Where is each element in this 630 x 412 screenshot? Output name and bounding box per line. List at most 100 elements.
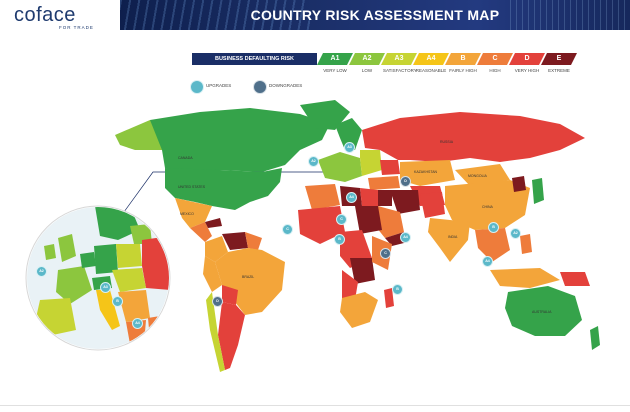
region-bolivia[interactable] [222, 285, 238, 305]
region-afghanistan-pakistan[interactable] [420, 192, 445, 218]
region-greenland[interactable] [300, 100, 350, 130]
upgrade-badge[interactable]: C [336, 214, 347, 225]
region-guianas[interactable] [245, 232, 262, 250]
region-kazakhstan[interactable] [400, 160, 455, 186]
region-canada[interactable] [150, 108, 330, 172]
legend-desc: LOW [361, 68, 373, 73]
badge-code: A4 [485, 259, 490, 263]
region-congo[interactable] [350, 258, 375, 284]
region-korea-north[interactable] [512, 176, 526, 192]
region-india[interactable] [428, 218, 470, 262]
upgrade-badge[interactable]: A2 [510, 228, 521, 239]
region-turkey[interactable] [368, 176, 400, 190]
region-venezuela[interactable] [222, 232, 248, 250]
downgrade-dot-icon [253, 80, 267, 94]
downgrades-label: DOWNGRADES [269, 83, 303, 88]
downgrade-badge[interactable]: D [400, 176, 411, 187]
region-china[interactable] [445, 180, 530, 230]
region-peru[interactable] [203, 256, 222, 292]
zoom-balkans[interactable] [118, 290, 150, 322]
zoom-scandinavia[interactable] [95, 206, 140, 240]
badge-code: B [338, 237, 341, 241]
zoom-italy[interactable] [96, 290, 120, 330]
legend-desc: FAIRLY HIGH [449, 68, 477, 73]
legend-code: A1 [330, 55, 340, 62]
region-sudan[interactable] [355, 206, 382, 234]
badge-code: C [286, 227, 289, 231]
downgrade-badge[interactable]: C [380, 248, 391, 259]
coface-logo[interactable]: coface FOR TRADE [14, 4, 114, 30]
region-southern-africa[interactable] [340, 292, 378, 328]
region-madagascar[interactable] [384, 288, 394, 308]
page-title: COUNTRY RISK ASSESSMENT MAP [250, 7, 500, 23]
zoom-poland[interactable] [116, 244, 142, 268]
region-new-zealand[interactable] [590, 326, 600, 350]
region-papua[interactable] [560, 272, 590, 286]
region-iran[interactable] [390, 190, 420, 214]
zoom-central-europe[interactable] [112, 268, 146, 292]
upgrade-badge[interactable]: B [392, 284, 403, 295]
region-russia[interactable] [362, 112, 585, 162]
upgrade-badge[interactable]: A4 [346, 192, 357, 203]
badge-code: A4 [135, 321, 140, 325]
legend-cat-e: E [541, 53, 577, 65]
logo-wordmark: coface [14, 4, 76, 26]
region-chile[interactable] [206, 292, 225, 372]
region-scandinavia[interactable] [335, 118, 362, 150]
badge-code: D [404, 179, 407, 183]
upgrade-badge[interactable]: B [334, 234, 345, 245]
region-western-europe[interactable] [318, 152, 362, 182]
zoom-ireland[interactable] [44, 244, 56, 260]
zoom-baltics[interactable] [130, 224, 152, 244]
badge-code: A3 [103, 285, 108, 289]
title-banner: COUNTRY RISK ASSESSMENT MAP [120, 0, 630, 30]
region-indonesia[interactable] [490, 268, 560, 288]
upgrade-badge[interactable]: B [112, 296, 123, 307]
region-eastern-europe[interactable] [360, 150, 382, 176]
region-philippines[interactable] [520, 234, 532, 254]
region-central-america[interactable] [190, 222, 212, 242]
country-label-india: INDIA [448, 235, 458, 239]
legend-desc: SATISFACTORY [383, 68, 417, 73]
country-label-mexico: MEXICO [180, 212, 194, 216]
zoom-france[interactable] [56, 266, 92, 304]
upgrade-badge[interactable]: A4 [132, 318, 143, 329]
country-label-mongolia: MONGOLIA [468, 174, 487, 178]
region-angola[interactable] [342, 270, 358, 300]
region-north-africa-west[interactable] [305, 184, 340, 210]
region-mongolia[interactable] [455, 164, 510, 186]
region-usa[interactable] [165, 168, 282, 210]
zoom-uk[interactable] [58, 234, 76, 262]
region-argentina[interactable] [218, 302, 245, 370]
zoom-germany[interactable] [94, 244, 118, 274]
upgrade-badge[interactable]: A2 [308, 156, 319, 167]
zoom-turkey[interactable] [148, 314, 172, 340]
region-egypt[interactable] [360, 188, 378, 206]
zoom-iberia[interactable] [36, 298, 76, 336]
upgrade-badge[interactable]: A2 [36, 266, 47, 277]
region-southeast-asia[interactable] [475, 228, 510, 262]
region-ukraine[interactable] [380, 160, 400, 175]
legend-desc: VERY LOW [323, 68, 347, 73]
upgrade-badge[interactable]: A3 [100, 282, 111, 293]
upgrade-badge[interactable]: A4 [400, 232, 411, 243]
badge-code: C [384, 251, 387, 255]
upgrade-badge[interactable]: A3 [344, 142, 355, 153]
region-mexico[interactable] [175, 198, 212, 228]
upgrade-badge[interactable]: B [488, 222, 499, 233]
zoom-belarus-ukraine[interactable] [142, 236, 170, 290]
region-west-africa[interactable] [298, 206, 345, 244]
upgrade-badge[interactable]: C [282, 224, 293, 235]
region-colombia[interactable] [205, 236, 228, 262]
legend-cat-a3: A3 [381, 53, 417, 65]
zoom-benelux[interactable] [80, 252, 96, 268]
region-japan[interactable] [532, 178, 544, 204]
legend-code: A2 [362, 55, 372, 62]
legend-code: E [556, 55, 562, 62]
downgrade-badge[interactable]: D [212, 296, 223, 307]
badge-code: A2 [39, 269, 44, 273]
region-caribbean[interactable] [205, 218, 222, 228]
legend-cat-c: C [477, 53, 513, 65]
region-australia[interactable] [505, 286, 582, 336]
upgrade-badge[interactable]: A4 [482, 256, 493, 267]
